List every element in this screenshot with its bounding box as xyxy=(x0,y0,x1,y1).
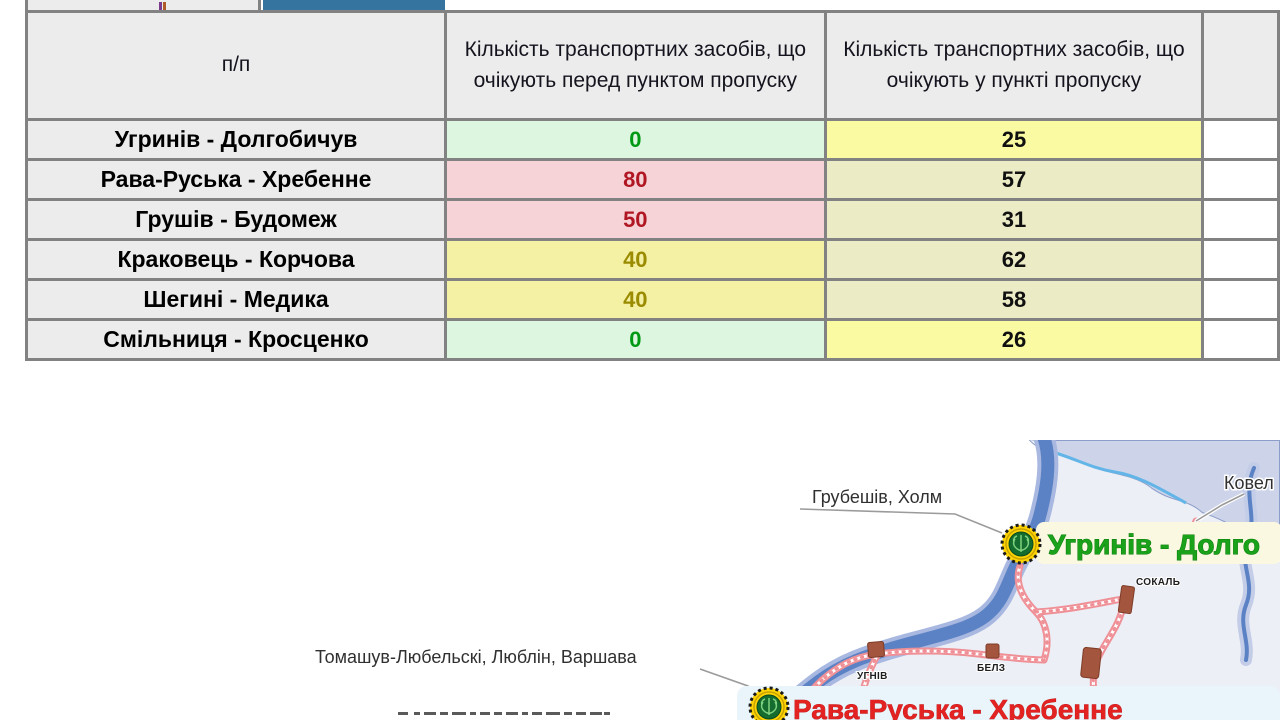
crossing-band-red xyxy=(737,686,1280,720)
table-row: Шегині - Медика 40 58 xyxy=(24,278,1280,321)
header-waiting-inside: Кількість транспортних засобів, що очіку… xyxy=(823,10,1205,121)
border-crossing-icon xyxy=(1000,523,1042,565)
queue-inside-value: 31 xyxy=(823,198,1205,241)
tab-active-clipped[interactable] xyxy=(263,0,445,10)
crossing-band-green xyxy=(1036,522,1280,564)
header-waiting-before: Кількість транспортних засобів, що очіку… xyxy=(444,10,827,121)
town-marker-belz xyxy=(985,643,1000,659)
extra-cell-clipped xyxy=(1201,238,1280,281)
extra-cell-clipped xyxy=(1201,198,1280,241)
clipped-text-fragment xyxy=(398,712,610,715)
table-row: Смільниця - Кросценко 0 26 xyxy=(24,318,1280,361)
map-label-tomashuv: Томашув-Любельскі, Люблін, Варшава xyxy=(315,647,638,667)
extra-cell-clipped xyxy=(1201,278,1280,321)
queue-inside-value: 57 xyxy=(823,158,1205,201)
river-small xyxy=(1045,448,1187,505)
crossing-label-rava-ruska: Рава-Руська - Хребенне xyxy=(793,694,1123,720)
town-label-uhniv: УГНІВ xyxy=(857,671,888,682)
queue-inside-value: 62 xyxy=(823,238,1205,281)
checkpoint-name: Смільниця - Кросценко xyxy=(24,318,448,361)
extra-cell-clipped xyxy=(1201,118,1280,161)
table-row: Рава-Руська - Хребенне 80 57 xyxy=(24,158,1280,201)
tab-inactive-clipped[interactable] xyxy=(25,0,261,10)
queue-before-value: 0 xyxy=(444,318,827,361)
border-crossing-icon xyxy=(748,686,790,720)
callout-line-kovel xyxy=(1195,493,1245,522)
queue-before-value: 80 xyxy=(444,158,827,201)
queue-before-value: 40 xyxy=(444,278,827,321)
checkpoint-name: Рава-Руська - Хребенне xyxy=(24,158,448,201)
town-label-belz: БЕЛЗ xyxy=(977,663,1005,674)
header-pp: п/п xyxy=(24,10,448,121)
map-label-grubeshiv: Грубешів, Холм xyxy=(812,487,942,507)
clipped-text-fragment xyxy=(163,2,166,10)
town-markers xyxy=(867,585,1135,680)
river-east xyxy=(1241,466,1256,662)
checkpoint-name: Краковець - Корчова xyxy=(24,238,448,281)
town-label-sokal: СОКАЛЬ xyxy=(1136,577,1180,588)
map-label-kovel: Ковел xyxy=(1224,473,1274,493)
extra-cell-clipped xyxy=(1201,318,1280,361)
table-row: Угринів - Долгобичув 0 25 xyxy=(24,118,1280,161)
checkpoint-name: Угринів - Долгобичув xyxy=(24,118,448,161)
clipped-text-fragment xyxy=(159,2,162,10)
queue-before-value: 40 xyxy=(444,238,827,281)
town-marker-sokal xyxy=(1117,585,1135,615)
queue-inside-value: 26 xyxy=(823,318,1205,361)
table-header-row: п/п Кількість транспортних засобів, що о… xyxy=(24,10,1280,121)
callout-line-grubeshiv xyxy=(799,508,1003,534)
queue-inside-value: 58 xyxy=(823,278,1205,321)
queue-inside-value: 25 xyxy=(823,118,1205,161)
town-marker-uhniv xyxy=(867,640,886,659)
border-crossings-map: УГНІВ БЕЛЗ ЧЕРВОНОГРАД СОКАЛЬ Грубешів, … xyxy=(314,440,1280,720)
checkpoint-name: Грушів - Будомеж xyxy=(24,198,448,241)
crossing-label-uhryniv: Угринів - Долго xyxy=(1048,529,1260,560)
town-marker-chervonohrad xyxy=(1080,646,1102,680)
checkpoint-name: Шегині - Медика xyxy=(24,278,448,321)
table-row: Краковець - Корчова 40 62 xyxy=(24,238,1280,281)
checkpoint-queue-table: п/п Кількість транспортних засобів, що о… xyxy=(24,10,1280,361)
queue-before-value: 50 xyxy=(444,198,827,241)
header-extra-clipped xyxy=(1201,10,1280,121)
extra-cell-clipped xyxy=(1201,158,1280,201)
table-row: Грушів - Будомеж 50 31 xyxy=(24,198,1280,241)
queue-before-value: 0 xyxy=(444,118,827,161)
